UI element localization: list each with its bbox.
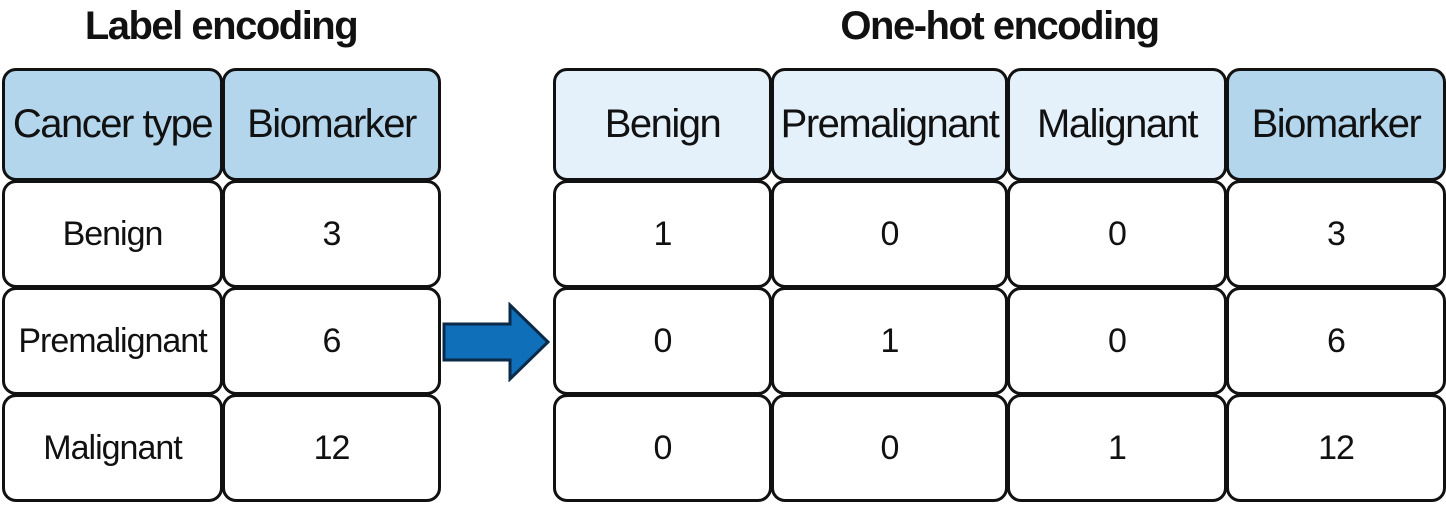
cell-malignant-row3: 1 bbox=[1007, 394, 1227, 502]
cell-malignant-row1: 0 bbox=[1007, 180, 1227, 288]
header-biomarker-onehot: Biomarker bbox=[1226, 68, 1446, 181]
cell-premalignant-row1: 0 bbox=[771, 180, 1008, 288]
cell-biomarker-onehot-row3: 12 bbox=[1226, 394, 1446, 502]
cell-biomarker-onehot-row2: 6 bbox=[1226, 287, 1446, 395]
one-hot-encoding-table: Benign 1 0 0 Premalignant 0 1 0 Malignan… bbox=[553, 68, 1446, 502]
one-hot-encoding-title: One-hot encoding bbox=[840, 4, 1160, 48]
cell-premalignant-row2: 1 bbox=[771, 287, 1008, 395]
column-premalignant: Premalignant 0 1 0 bbox=[771, 68, 1008, 502]
cell-cancer-type-row2: Premalignant bbox=[2, 287, 223, 395]
cell-biomarker-row3: 12 bbox=[222, 394, 441, 502]
header-premalignant: Premalignant bbox=[771, 68, 1008, 181]
cell-biomarker-onehot-row1: 3 bbox=[1226, 180, 1446, 288]
label-encoding-title: Label encoding bbox=[84, 4, 359, 48]
cell-cancer-type-row3: Malignant bbox=[2, 394, 223, 502]
cell-premalignant-row3: 0 bbox=[771, 394, 1008, 502]
cell-benign-row3: 0 bbox=[553, 394, 772, 502]
cell-malignant-row2: 0 bbox=[1007, 287, 1227, 395]
column-malignant: Malignant 0 0 1 bbox=[1007, 68, 1227, 502]
cell-benign-row1: 1 bbox=[553, 180, 772, 288]
header-cancer-type: Cancer type bbox=[2, 68, 223, 181]
cell-biomarker-row2: 6 bbox=[222, 287, 441, 395]
right-arrow-icon bbox=[442, 302, 551, 382]
column-benign: Benign 1 0 0 bbox=[553, 68, 772, 502]
cell-cancer-type-row1: Benign bbox=[2, 180, 223, 288]
column-biomarker-onehot: Biomarker 3 6 12 bbox=[1226, 68, 1446, 502]
header-malignant: Malignant bbox=[1007, 68, 1227, 181]
header-benign: Benign bbox=[553, 68, 772, 181]
column-cancer-type: Cancer type Benign Premalignant Malignan… bbox=[2, 68, 223, 502]
header-biomarker: Biomarker bbox=[222, 68, 441, 181]
cell-biomarker-row1: 3 bbox=[222, 180, 441, 288]
column-biomarker: Biomarker 3 6 12 bbox=[222, 68, 441, 502]
cell-benign-row2: 0 bbox=[553, 287, 772, 395]
label-encoding-table: Cancer type Benign Premalignant Malignan… bbox=[2, 68, 441, 502]
